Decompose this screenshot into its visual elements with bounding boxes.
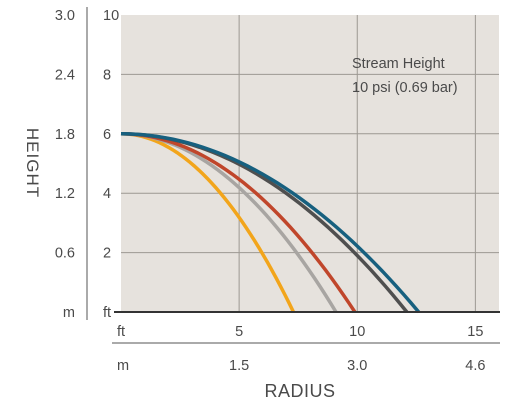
series-group [120, 132, 421, 314]
plot-background [121, 15, 499, 312]
y-tick-labels: 2 0.6 4 1.2 6 1.8 8 2.4 10 3.0 [55, 8, 119, 262]
x-tick-label-m: 3.0 [347, 358, 367, 374]
y-axis-title: HEIGHT [23, 128, 42, 198]
x-unit-m: m [117, 358, 129, 374]
y-unit-ft: ft [103, 305, 111, 321]
y-tick-label-m: 3.0 [55, 8, 75, 24]
x-tick-labels: 5 1.5 10 3.0 15 4.6 [229, 324, 485, 374]
y-tick-label-ft: 6 [103, 127, 111, 143]
x-unit-ft: ft [117, 324, 125, 340]
annotation-line-2: 10 psi (0.69 bar) [352, 80, 458, 96]
x-tick-label-ft: 5 [235, 324, 243, 340]
series-curve [120, 132, 421, 314]
x-axis-title: RADIUS [264, 381, 335, 401]
x-tick-label-m: 4.6 [465, 358, 485, 374]
x-tick-label-ft: 15 [467, 324, 483, 340]
y-tick-label-ft: 8 [103, 67, 111, 83]
x-tick-label-m: 1.5 [229, 358, 249, 374]
y-tick-label-m: 1.2 [55, 186, 75, 202]
annotation-line-1: Stream Height [352, 56, 445, 72]
y-tick-label-ft: 10 [103, 8, 119, 24]
y-tick-label-m: 0.6 [55, 246, 75, 262]
y-unit-m: m [63, 305, 75, 321]
y-tick-label-ft: 4 [103, 186, 111, 202]
x-tick-label-ft: 10 [349, 324, 365, 340]
y-tick-label-ft: 2 [103, 246, 111, 262]
y-tick-label-m: 2.4 [55, 67, 75, 83]
y-tick-label-m: 1.8 [55, 127, 75, 143]
